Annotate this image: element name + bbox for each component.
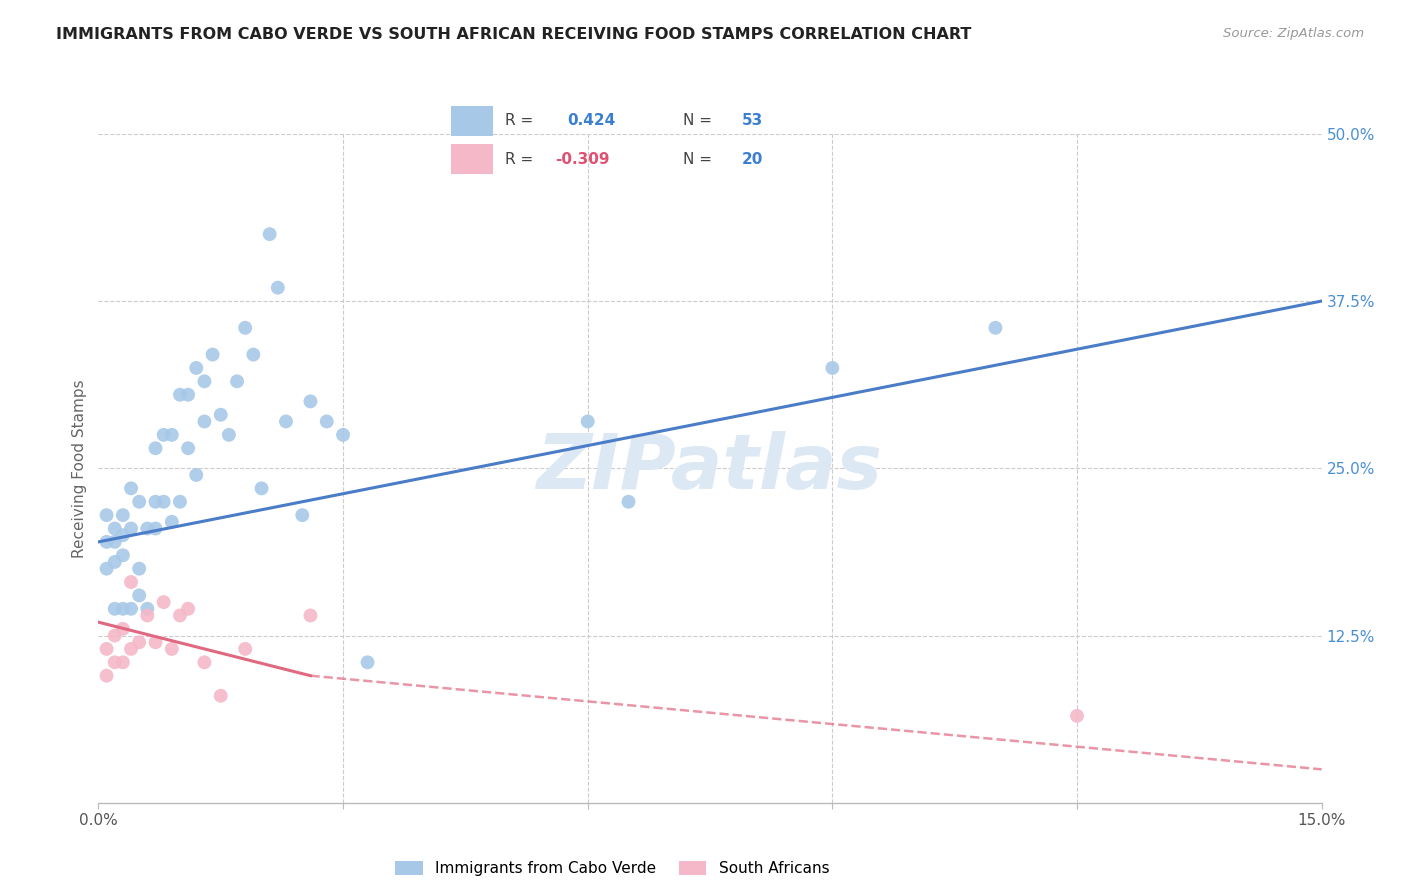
Point bbox=[160, 515, 183, 529]
Point bbox=[242, 348, 264, 362]
Point bbox=[152, 494, 174, 508]
Point bbox=[160, 428, 183, 442]
Point bbox=[186, 361, 208, 376]
Point bbox=[1066, 708, 1088, 723]
Point bbox=[145, 521, 167, 535]
Point bbox=[218, 428, 240, 442]
Point bbox=[160, 642, 183, 657]
Point bbox=[136, 608, 159, 623]
Point bbox=[152, 595, 174, 609]
Point bbox=[177, 442, 200, 456]
FancyBboxPatch shape bbox=[451, 144, 492, 175]
Text: 53: 53 bbox=[741, 113, 763, 128]
Point bbox=[209, 408, 232, 422]
Point bbox=[332, 428, 354, 442]
Point bbox=[177, 602, 200, 616]
Point bbox=[145, 494, 167, 508]
Point bbox=[120, 642, 142, 657]
Text: IMMIGRANTS FROM CABO VERDE VS SOUTH AFRICAN RECEIVING FOOD STAMPS CORRELATION CH: IMMIGRANTS FROM CABO VERDE VS SOUTH AFRI… bbox=[56, 27, 972, 42]
Text: Source: ZipAtlas.com: Source: ZipAtlas.com bbox=[1223, 27, 1364, 40]
Point bbox=[356, 655, 378, 669]
Point bbox=[128, 562, 150, 576]
Point bbox=[226, 375, 249, 389]
Point bbox=[299, 394, 322, 409]
Point bbox=[169, 608, 191, 623]
Point bbox=[274, 415, 297, 429]
Point bbox=[291, 508, 314, 523]
Point bbox=[111, 508, 134, 523]
Point bbox=[136, 521, 159, 535]
Point bbox=[169, 388, 191, 402]
Point bbox=[209, 689, 232, 703]
Point bbox=[104, 521, 127, 535]
Point bbox=[267, 281, 290, 295]
Point bbox=[169, 494, 191, 508]
Point bbox=[186, 468, 208, 483]
Point bbox=[104, 535, 127, 549]
Point bbox=[104, 602, 127, 616]
Point bbox=[120, 482, 142, 496]
Point bbox=[120, 521, 142, 535]
Point bbox=[259, 227, 281, 242]
Legend: Immigrants from Cabo Verde, South Africans: Immigrants from Cabo Verde, South Africa… bbox=[389, 855, 835, 882]
Point bbox=[111, 602, 134, 616]
Text: R =: R = bbox=[505, 152, 533, 167]
Text: 0.424: 0.424 bbox=[567, 113, 616, 128]
Text: -0.309: -0.309 bbox=[555, 152, 609, 167]
Point bbox=[111, 548, 134, 563]
Point bbox=[128, 494, 150, 508]
Point bbox=[233, 642, 256, 657]
Point bbox=[111, 622, 134, 636]
Point bbox=[120, 602, 142, 616]
Point bbox=[617, 494, 640, 508]
Point bbox=[193, 655, 215, 669]
Text: 20: 20 bbox=[741, 152, 763, 167]
Point bbox=[193, 415, 215, 429]
Point bbox=[193, 375, 215, 389]
Text: R =: R = bbox=[505, 113, 533, 128]
Text: ZIPatlas: ZIPatlas bbox=[537, 432, 883, 505]
Point bbox=[111, 655, 134, 669]
Point bbox=[96, 508, 118, 523]
Point bbox=[111, 528, 134, 542]
Point bbox=[145, 442, 167, 456]
Point bbox=[250, 482, 273, 496]
FancyBboxPatch shape bbox=[451, 106, 492, 136]
Point bbox=[120, 575, 142, 590]
Point bbox=[128, 589, 150, 603]
Point bbox=[984, 321, 1007, 335]
Point bbox=[201, 348, 224, 362]
Point bbox=[96, 535, 118, 549]
Y-axis label: Receiving Food Stamps: Receiving Food Stamps bbox=[72, 379, 87, 558]
Point bbox=[152, 428, 174, 442]
Point bbox=[177, 388, 200, 402]
Point bbox=[136, 602, 159, 616]
Point bbox=[96, 642, 118, 657]
Point bbox=[96, 669, 118, 683]
Point bbox=[104, 555, 127, 569]
Point bbox=[145, 635, 167, 649]
Point bbox=[821, 361, 844, 376]
Point bbox=[233, 321, 256, 335]
Point bbox=[299, 608, 322, 623]
Point bbox=[96, 562, 118, 576]
Point bbox=[104, 655, 127, 669]
Point bbox=[576, 415, 599, 429]
Point bbox=[104, 628, 127, 642]
Text: N =: N = bbox=[683, 152, 713, 167]
Text: N =: N = bbox=[683, 113, 713, 128]
Point bbox=[128, 635, 150, 649]
Point bbox=[315, 415, 337, 429]
